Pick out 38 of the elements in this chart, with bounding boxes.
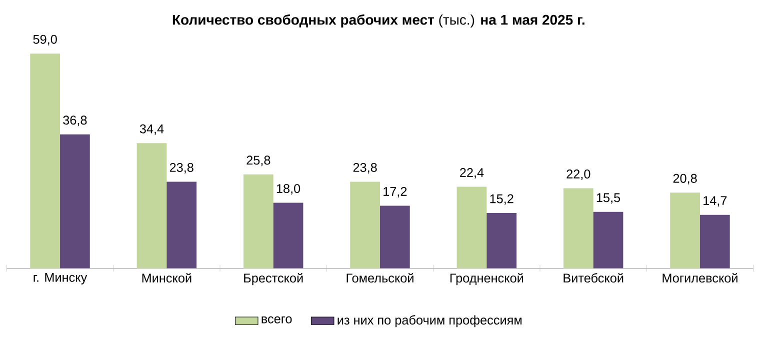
x-tick-label: Могилевской: [662, 273, 738, 283]
x-tick-label: Гомельской: [346, 273, 414, 283]
data-label: 22,4: [460, 168, 484, 179]
data-label: 23,8: [170, 162, 194, 174]
data-label: 34,4: [140, 124, 164, 135]
x-tick-label: Гродненской: [450, 273, 524, 286]
x-tick-label: Витебской: [564, 273, 624, 283]
bar: [486, 213, 517, 268]
bar: [273, 202, 304, 268]
bar: [60, 134, 90, 268]
x-tick-label: Брестской: [244, 273, 303, 286]
bar: [243, 174, 274, 268]
data-label: 25,8: [246, 156, 270, 166]
bar: [350, 182, 380, 268]
bar: [136, 143, 167, 268]
bar: [166, 182, 197, 268]
data-label: 59,0: [33, 34, 57, 46]
data-label: 14,7: [704, 196, 727, 207]
x-tick-label: Минской: [142, 273, 192, 283]
bar: [456, 186, 487, 268]
data-label: 18,0: [276, 184, 300, 195]
bar: [700, 214, 730, 268]
legend-label: из них по рабочим профессиям: [338, 315, 522, 328]
data-label: 15,5: [596, 193, 620, 204]
data-label: 22,0: [566, 170, 590, 180]
bar: [563, 188, 594, 268]
legend-label: всего: [262, 316, 292, 324]
x-tick-label: г. Минску: [34, 273, 88, 284]
chart-title: Количество свободных рабочих мест (тыс.) на 1 мая 2025 г.: [172, 14, 584, 28]
data-label: 20,8: [673, 174, 697, 184]
bar: [593, 212, 624, 268]
data-label: 17,2: [384, 186, 407, 198]
bar: [670, 192, 700, 268]
data-label: 36,8: [63, 116, 87, 126]
bar: [380, 206, 410, 268]
bar: [30, 54, 60, 268]
data-label: 15,2: [490, 194, 514, 205]
data-label: 23,8: [353, 162, 377, 174]
